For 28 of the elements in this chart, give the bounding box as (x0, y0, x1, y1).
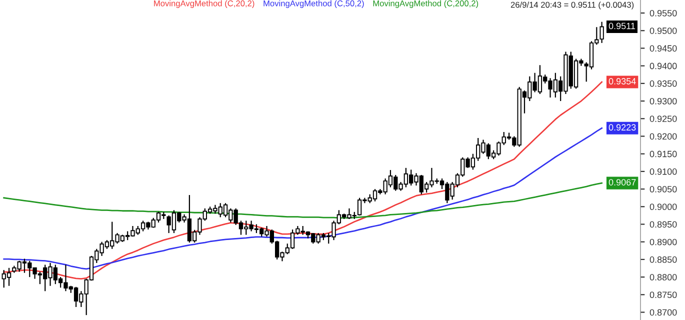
y-tick-label: 0.8850 (650, 256, 677, 263)
y-tick-label: 0.8800 (650, 274, 677, 280)
y-tick-label: 0.9100 (650, 168, 677, 175)
y-tick-label: 0.9300 (650, 98, 677, 104)
text: MovingAvgMethod (C,50,2) (264, 0, 364, 8)
y-tick-label: 0.8750 (650, 292, 677, 298)
y-tick-label: 0.9150 (650, 150, 677, 158)
y-tick-label: 0.9500 (650, 28, 677, 34)
text: MovingAvgMethod (C,200,2) (373, 0, 478, 8)
y-tick-label: 0.9400 (650, 62, 677, 70)
y-tick-label: 0.9200 (650, 133, 677, 140)
text: 0.9511 (608, 22, 636, 30)
y-tick-label: 0.8700 (650, 309, 677, 316)
text: MovingAvgMethod (C,20,2) (154, 0, 254, 8)
line-series (3, 127, 603, 270)
y-tick-label: 0.8950 (650, 221, 677, 228)
y-tick-label: 0.8900 (650, 238, 677, 246)
y-tick-label: 0.9450 (650, 45, 677, 52)
data-label: 0.9067 (608, 179, 636, 186)
y-tick-label: 0.9250 (650, 116, 677, 122)
y-tick-label: 0.9550 (650, 10, 677, 16)
y-tick-label: 0.9350 (650, 80, 677, 87)
y-tick-label: 0.9050 (650, 186, 677, 192)
annotation: 26/9/14 20:43 = 0.9511 (+0.0043) (510, 2, 634, 10)
data-label: 0.9354 (608, 78, 636, 84)
candlestick (600, 21, 604, 44)
data-label: 0.9223 (608, 124, 636, 131)
y-tick-label: 0.9000 (650, 204, 677, 210)
